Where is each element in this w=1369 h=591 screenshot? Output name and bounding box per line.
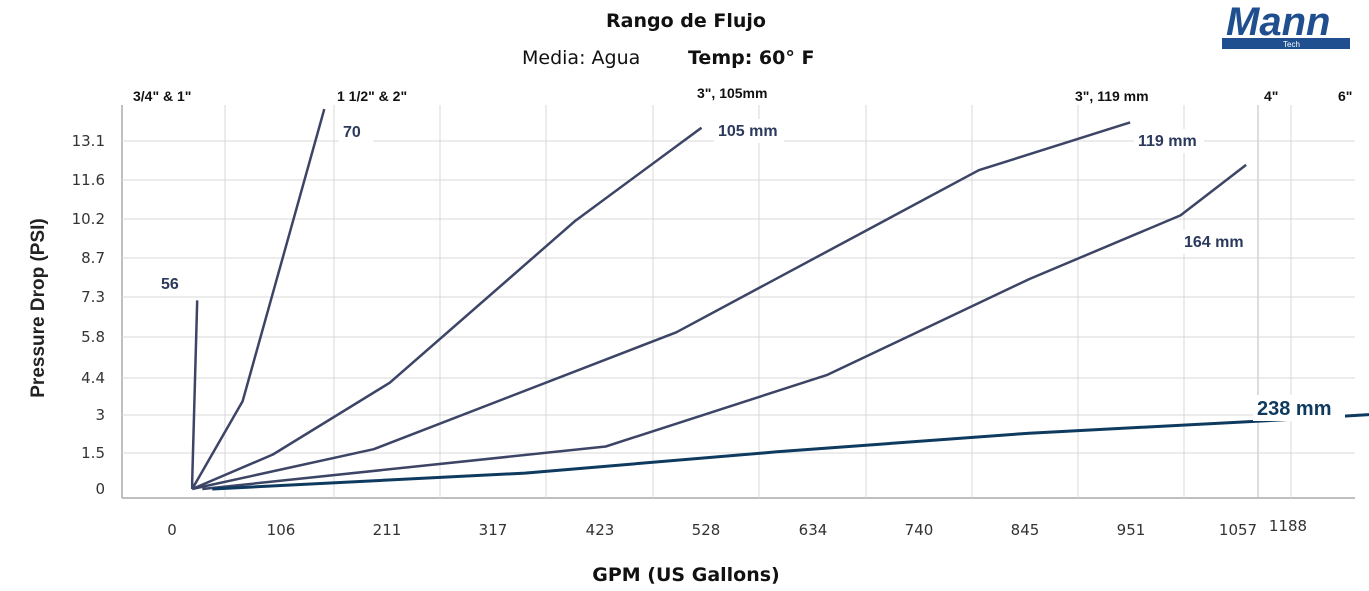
x-tick-label: 317 xyxy=(479,521,508,539)
x-tick-label: 634 xyxy=(799,521,828,539)
x-tick-label: 528 xyxy=(692,521,721,539)
x-axis-label: GPM (US Gallons) xyxy=(592,564,779,586)
media-label: Media: Agua xyxy=(522,47,640,69)
series-label-bg xyxy=(1253,395,1345,421)
y-tick-label: 11.6 xyxy=(72,171,105,189)
pipe-size-label: 3", 105mm xyxy=(697,85,767,101)
logo-text: Mann xyxy=(1226,0,1330,44)
series-label-bg xyxy=(1134,129,1204,153)
series-line-70 xyxy=(191,108,326,490)
temp-label: Temp: 60° F xyxy=(688,47,814,69)
y-tick-label: 8.7 xyxy=(81,249,105,267)
chart-title: Rango de Flujo xyxy=(606,10,766,32)
logo-subtext: Tech xyxy=(1283,40,1300,49)
x-tick-label: 1188 xyxy=(1269,517,1307,535)
x-tick-label: 1057 xyxy=(1219,521,1257,539)
pipe-size-label: 6" xyxy=(1338,88,1352,104)
x-tick-label: 740 xyxy=(905,521,934,539)
y-tick-label: 1.5 xyxy=(81,444,105,462)
series-label: 119 mm xyxy=(1138,133,1197,150)
x-tick-label: 106 xyxy=(267,521,296,539)
pipe-size-label: 1 1/2" & 2" xyxy=(337,88,407,104)
series-lines xyxy=(190,108,1369,491)
x-tick-label: 845 xyxy=(1011,521,1040,539)
x-tick-label: 211 xyxy=(373,521,402,539)
series-labels: 56 70 105 mm 119 mm 164 mm 238 mm xyxy=(157,119,1345,421)
series-label-bg xyxy=(714,119,784,143)
y-tick-label: 3 xyxy=(95,406,105,424)
y-axis-label: Pressure Drop (PSI) xyxy=(28,218,49,398)
x-tick-label: 0 xyxy=(167,521,177,539)
series-line-238-mm xyxy=(212,413,1369,491)
series-label: 105 mm xyxy=(718,123,778,140)
series-label-bg xyxy=(1180,230,1250,254)
series-line-164-mm xyxy=(202,163,1247,491)
y-tick-label: 7.3 xyxy=(81,288,105,306)
logo-bar xyxy=(1222,38,1350,49)
y-tick-label: 4.4 xyxy=(81,369,105,387)
y-tick-label: 5.8 xyxy=(81,328,105,346)
series-label: 70 xyxy=(343,124,361,141)
series-label-bg xyxy=(339,120,373,144)
pipe-size-label: 3/4" & 1" xyxy=(133,88,191,104)
series-label: 56 xyxy=(161,276,179,293)
y-tick-label: 0 xyxy=(95,480,105,498)
y-tick-label: 10.2 xyxy=(72,210,105,228)
series-line-105-mm xyxy=(191,126,703,491)
series-label: 238 mm xyxy=(1257,398,1332,420)
mann-tech-logo: Mann Tech xyxy=(1222,0,1350,49)
axis-ticks: 0 106 211 317 423 528 634 740 845 951 1057 1188 0 1.5… xyxy=(72,132,1308,539)
x-tick-label: 423 xyxy=(586,521,615,539)
series-label: 164 mm xyxy=(1184,234,1244,251)
series-line-56 xyxy=(190,300,199,489)
grid xyxy=(121,105,1355,499)
x-tick-label: 951 xyxy=(1117,521,1146,539)
pipe-size-label: 3", 119 mm xyxy=(1075,88,1149,104)
series-label-bg xyxy=(157,272,191,296)
pipe-size-label: 4" xyxy=(1264,88,1278,104)
y-tick-label: 13.1 xyxy=(72,132,105,150)
series-line-119-mm xyxy=(191,121,1131,491)
